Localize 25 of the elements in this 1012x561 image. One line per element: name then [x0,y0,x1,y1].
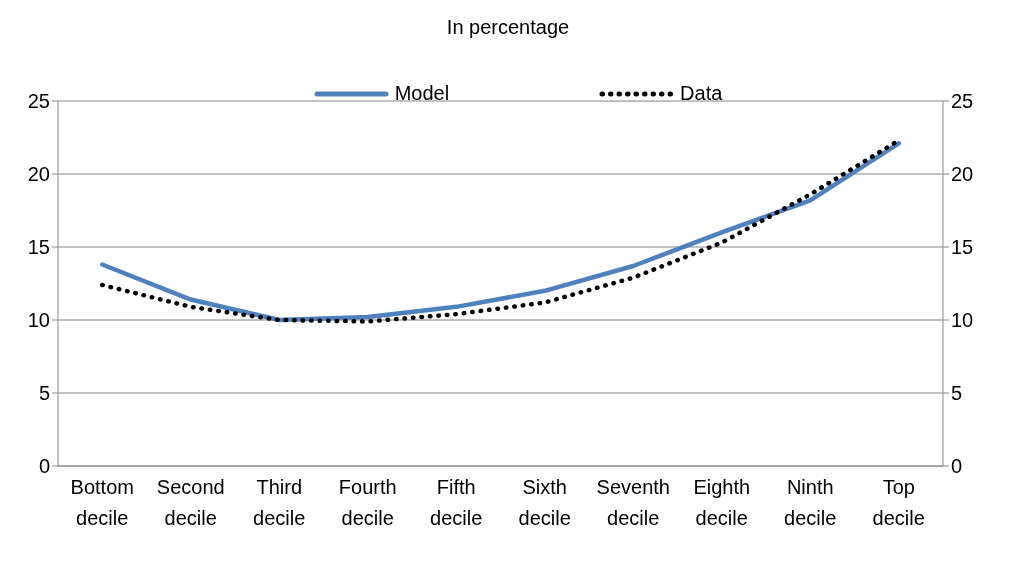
y2-tick-label: 25 [951,90,974,113]
y2-tick-label: 0 [951,455,963,478]
x-tick-label: Bottom decile [70,476,134,529]
x-tick-label: Top decile [872,476,925,529]
y-tick-label: 10 [27,309,50,332]
y-tick-label: 0 [38,455,50,478]
y-tick-label: 5 [38,382,50,405]
y2-tick-label: 10 [951,309,974,332]
y2-tick-label: 15 [951,236,974,259]
y-tick-label: 20 [27,163,50,186]
x-tick-label: Sixth decile [518,476,571,529]
x-tick-label: Fourth decile [338,476,397,529]
x-tick-label: Third decile [253,476,306,529]
y-tick-label: 15 [27,236,50,259]
chart-title: In percentage [445,15,571,40]
legend-label: Data [680,82,723,105]
x-tick-label: Second decile [156,476,225,529]
y2-tick-label: 20 [951,163,974,186]
x-tick-label: Ninth decile [784,476,837,529]
x-tick-label: Seventh decile [596,476,670,529]
x-tick-label: Fifth decile [430,476,483,529]
y2-tick-label: 5 [951,382,963,405]
x-tick-label: Eighth decile [693,476,751,529]
y-tick-label: 25 [27,90,50,113]
legend-label: Model [394,82,450,105]
